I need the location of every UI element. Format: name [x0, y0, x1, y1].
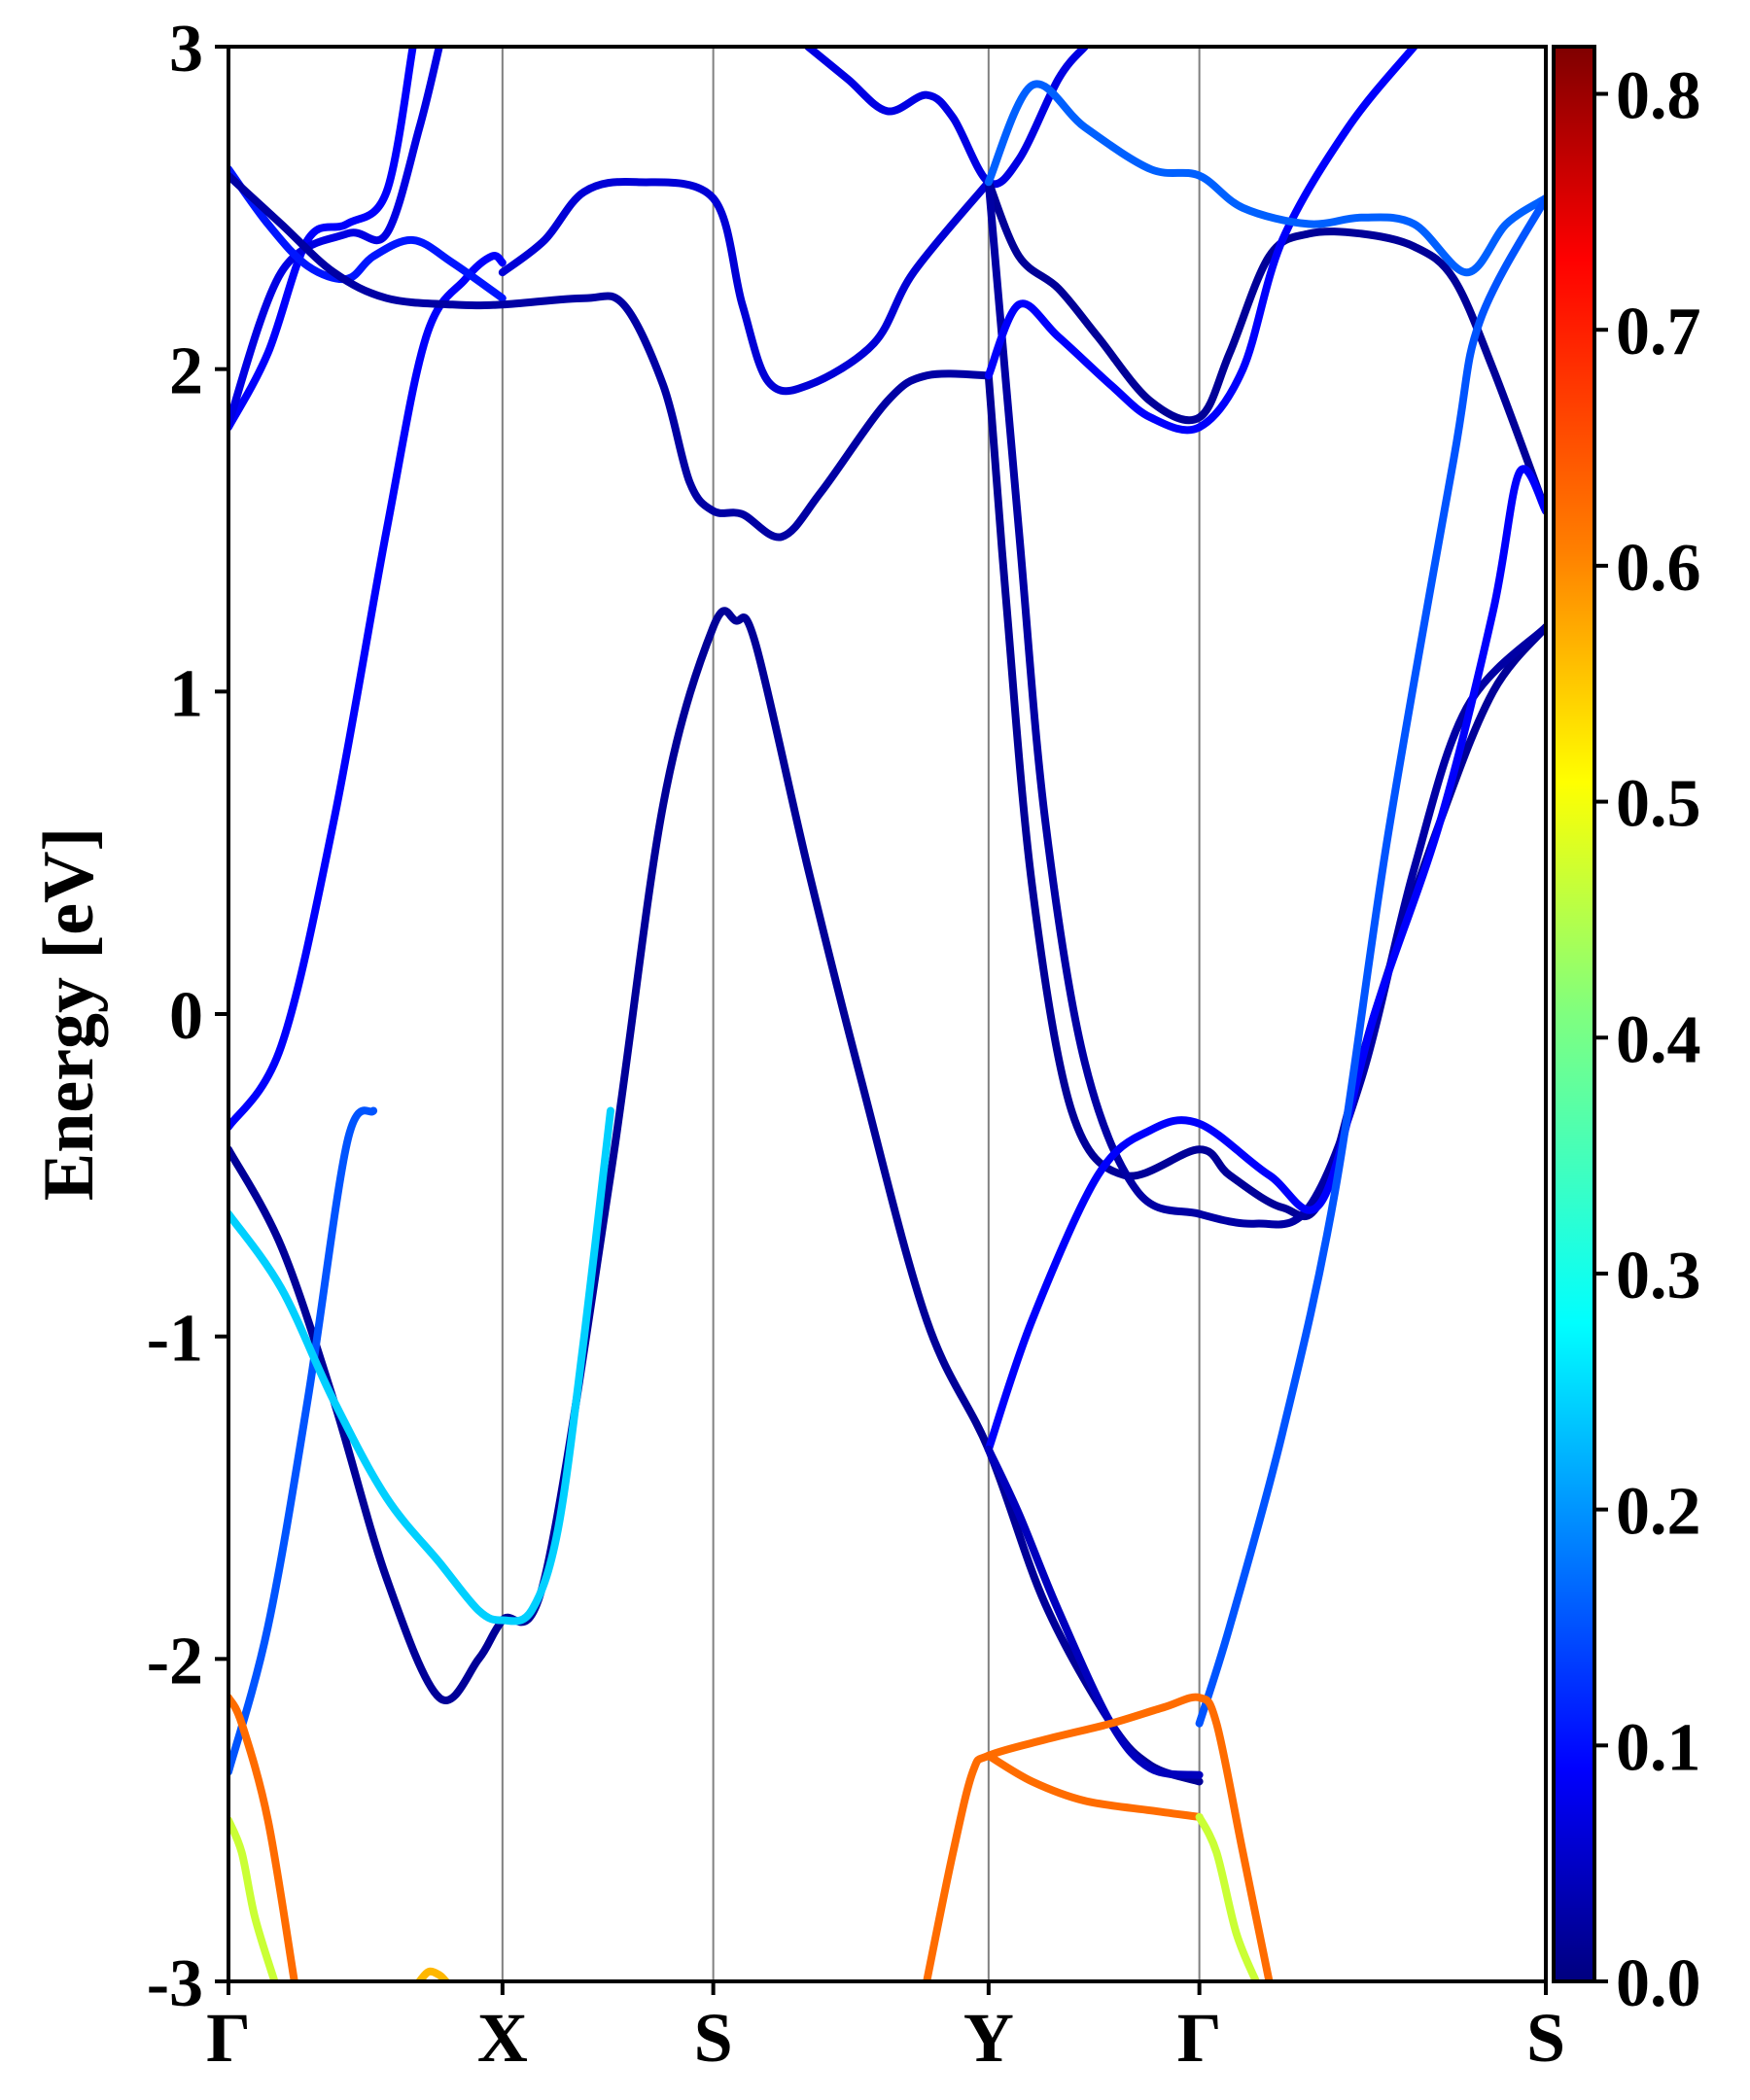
- band-line-19: [228, 1816, 279, 1981]
- colorbar-tick-label-6: 0.6: [1616, 531, 1701, 606]
- band-line-17: [228, 1106, 614, 1626]
- band-line-15: [1195, 193, 1546, 1728]
- kpath-label-4: Γ: [1177, 1999, 1222, 2077]
- band-line-1: [228, 252, 507, 1132]
- y-tick-label-6: -3: [147, 1946, 203, 2021]
- band-line-21: [984, 1751, 1204, 1821]
- band-line-10: [984, 178, 1546, 1229]
- kpath-label-3: Y: [963, 1999, 1014, 2077]
- y-tick-label-5: -2: [147, 1624, 203, 1698]
- kpath-label-0: Γ: [206, 1999, 251, 2077]
- colorbar-tick-label-8: 0.8: [1616, 59, 1701, 134]
- y-tick-label-3: 0: [169, 979, 203, 1054]
- y-tick-label-2: 1: [169, 656, 203, 731]
- colorbar-ticks: 0.0 0.1 0.2 0.3 0.4 0.5 0.6 0.7 0.8: [1594, 59, 1701, 2021]
- colorbar-tick-label-4: 0.4: [1616, 1002, 1701, 1077]
- y-tick-label-0: 3: [169, 12, 203, 87]
- band-line-16: [228, 1106, 378, 1776]
- kpath-label-1: X: [477, 1999, 528, 2077]
- band-line-11: [984, 47, 1418, 435]
- band-line-22: [1195, 1812, 1260, 1981]
- band-line-20: [923, 1693, 1274, 1981]
- band-line-23: [415, 1967, 450, 1981]
- y-axis-ticks: 3 2 1 0 -1 -2 -3: [147, 12, 228, 2021]
- band-line-3: [228, 47, 443, 428]
- colorbar-tick-label-0: 0.0: [1616, 1946, 1701, 2021]
- y-tick-label-1: 2: [169, 334, 203, 409]
- colorbar-tick-label-3: 0.3: [1616, 1239, 1701, 1313]
- band-line-8: [984, 178, 1546, 515]
- band-line-5: [228, 171, 993, 542]
- colorbar-tick-label-5: 0.5: [1616, 767, 1701, 842]
- band-line-4: [228, 165, 507, 302]
- band-line-9: [984, 371, 1546, 1221]
- colorbar-tick-label-2: 0.2: [1616, 1475, 1701, 1550]
- band-line-6: [498, 177, 993, 396]
- kpath-label-2: S: [694, 1999, 733, 2077]
- colorbar-tick-label-7: 0.7: [1616, 295, 1701, 369]
- y-tick-label-4: -1: [147, 1302, 203, 1377]
- band-lines: [228, 47, 1546, 1981]
- band-line-18: [228, 1694, 298, 1981]
- band-line-2: [228, 47, 417, 432]
- colorbar: [1552, 45, 1596, 1983]
- y-axis-label: Energy [eV]: [29, 827, 109, 1201]
- band-line-7: [804, 47, 1089, 189]
- colorbar-tick-label-1: 0.1: [1616, 1710, 1701, 1785]
- kpath-label-5: S: [1526, 1999, 1565, 2077]
- band-line-14: [984, 1445, 1204, 1779]
- band-line-12: [984, 80, 1546, 277]
- band-line-13: [984, 465, 1546, 1453]
